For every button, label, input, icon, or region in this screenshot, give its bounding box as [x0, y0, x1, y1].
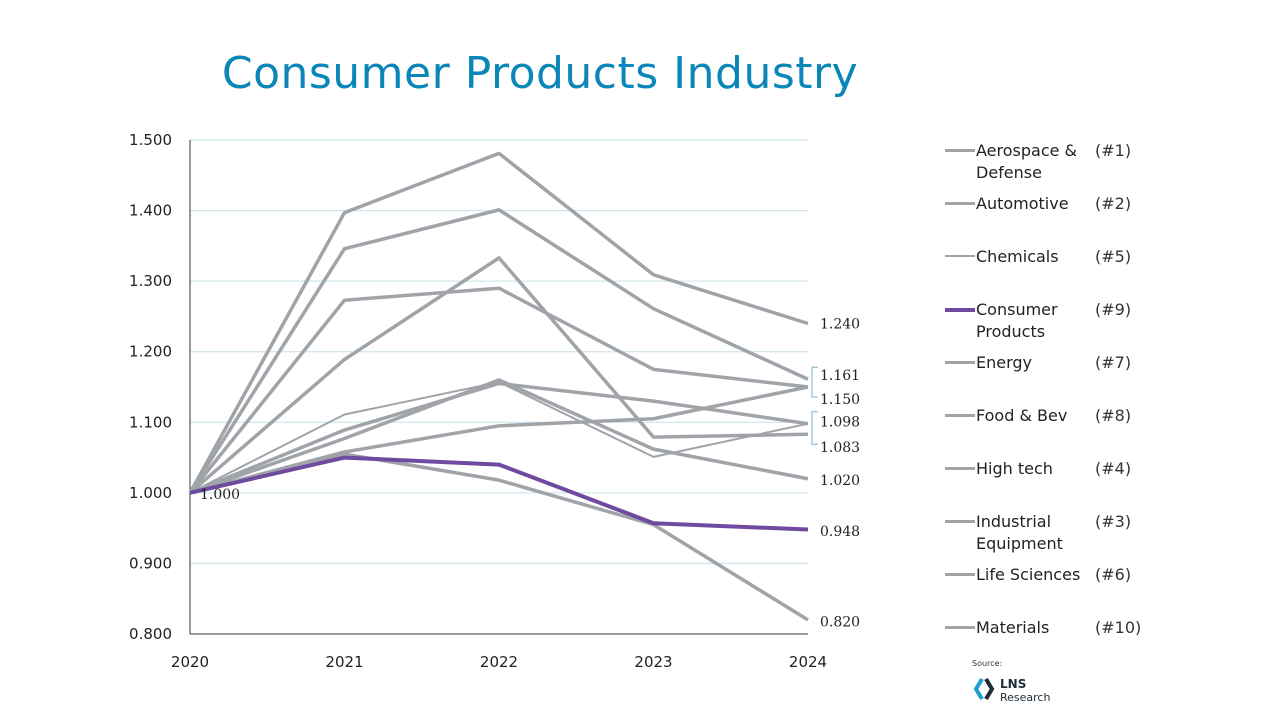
y-tick-label: 1.300	[129, 272, 172, 290]
series-line	[189, 381, 809, 495]
legend-swatch	[945, 626, 975, 629]
legend-item: Materials (#10)	[945, 617, 1165, 670]
legend-rank: (#4)	[1095, 459, 1132, 478]
series-line	[188, 151, 809, 494]
legend-item: Consumer Products (#9)	[945, 299, 1165, 352]
legend-label: Aerospace & Defense	[976, 141, 1078, 182]
legend-rank: (#6)	[1095, 565, 1132, 584]
x-tick-label: 2021	[325, 653, 363, 671]
legend-item: Life Sciences (#6)	[945, 564, 1165, 617]
x-tick-label: 2023	[634, 653, 672, 671]
label-bracket	[811, 366, 818, 398]
series-line	[189, 452, 809, 622]
data-label: 0.820	[820, 614, 860, 630]
legend-label: Consumer Products	[976, 300, 1058, 341]
data-label: 1.150	[820, 392, 860, 408]
legend-label: Life Sciences	[976, 565, 1081, 584]
legend-rank: (#7)	[1095, 353, 1132, 372]
legend-item: Industrial Equipment (#3)	[945, 511, 1165, 564]
y-tick-label: 1.200	[129, 343, 172, 361]
series-line	[189, 385, 809, 495]
y-tick-label: 1.100	[129, 413, 172, 431]
source-label: Source:	[972, 659, 1003, 668]
legend-rank: (#3)	[1095, 512, 1132, 531]
series-line	[189, 378, 809, 495]
legend-rank: (#9)	[1095, 300, 1132, 319]
legend-label: Chemicals	[976, 247, 1059, 266]
svg-text:LNS: LNS	[1000, 677, 1026, 691]
data-label: 1.098	[820, 415, 860, 431]
legend-swatch	[945, 308, 975, 312]
legend-swatch	[945, 149, 975, 152]
legend-rank: (#10)	[1095, 618, 1142, 637]
legend-swatch	[945, 467, 975, 470]
legend-label: Energy	[976, 353, 1033, 372]
lns-research-logo: LNS Research	[972, 675, 1072, 709]
legend-rank: (#2)	[1095, 194, 1132, 213]
legend-rank: (#1)	[1095, 141, 1132, 160]
legend-swatch	[945, 361, 975, 364]
x-tick-label: 2020	[171, 653, 209, 671]
legend-item: Automotive (#2)	[945, 193, 1165, 246]
data-label: 1.083	[820, 440, 860, 456]
label-bracket	[811, 411, 818, 445]
legend-swatch	[945, 202, 975, 205]
x-tick-label: 2024	[789, 653, 827, 671]
legend-item: Food & Bev (#8)	[945, 405, 1165, 458]
legend-rank: (#8)	[1095, 406, 1132, 425]
legend-label: Industrial Equipment	[976, 512, 1063, 553]
y-tick-label: 0.800	[129, 625, 172, 643]
chart-title: Consumer Products Industry	[221, 48, 859, 99]
legend-swatch	[945, 520, 975, 523]
data-label: 1.240	[820, 316, 860, 332]
legend-label: High tech	[976, 459, 1053, 478]
data-label: 0.948	[820, 524, 860, 540]
legend-swatch	[945, 414, 975, 417]
data-label: 1.000	[200, 487, 240, 503]
legend-item: Chemicals (#5)	[945, 246, 1165, 299]
series-line	[188, 208, 809, 494]
legend-item: High tech (#4)	[945, 458, 1165, 511]
svg-text:Research: Research	[1000, 691, 1050, 704]
x-tick-label: 2022	[480, 653, 518, 671]
legend-item: Energy (#7)	[945, 352, 1165, 405]
legend-item: Aerospace & Defense (#1)	[945, 140, 1165, 193]
data-label: 1.020	[820, 473, 860, 489]
series-line	[188, 256, 809, 495]
y-tick-label: 0.900	[129, 554, 172, 572]
legend-swatch	[945, 255, 975, 257]
y-tick-label: 1.400	[129, 202, 172, 220]
legend-rank: (#5)	[1095, 247, 1132, 266]
legend-label: Food & Bev	[976, 406, 1068, 425]
y-tick-label: 1.500	[129, 131, 172, 149]
legend-label: Automotive	[976, 194, 1069, 213]
legend-label: Materials	[976, 618, 1050, 637]
y-tick-label: 1.000	[129, 484, 172, 502]
legend-swatch	[945, 573, 975, 576]
series-line	[188, 286, 809, 494]
series-line-consumer-products	[189, 455, 809, 532]
data-label: 1.161	[820, 368, 860, 384]
legend: Aerospace & Defense (#1) Automotive (#2) Che…	[945, 140, 1165, 670]
